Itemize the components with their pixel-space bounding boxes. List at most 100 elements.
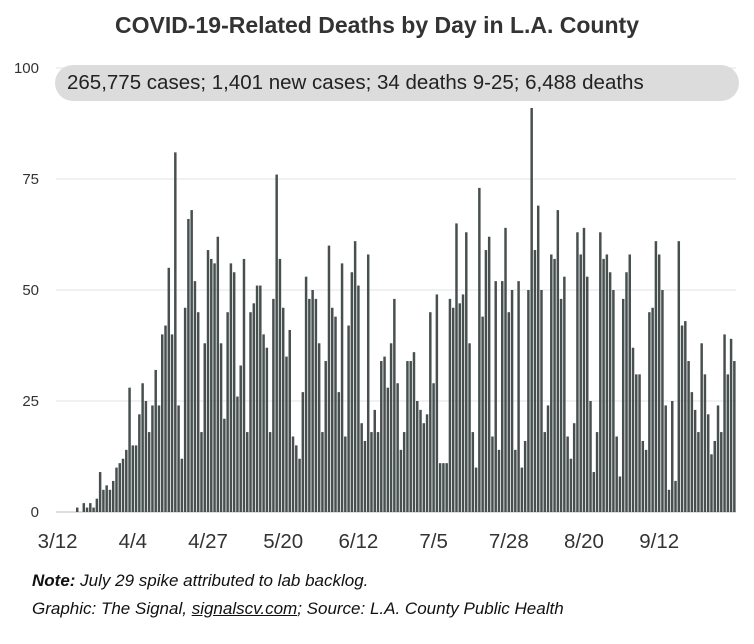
bar (628, 254, 631, 513)
x-axis-ticks: 3/12 4/4 4/27 5/20 6/12 7/5 7/28 8/20 9/12 (38, 530, 679, 553)
bar (563, 276, 566, 512)
credit-link[interactable]: signalscv.com (191, 599, 298, 618)
bar (134, 445, 138, 512)
bar (723, 334, 726, 512)
bar (386, 387, 390, 512)
bar (474, 467, 478, 512)
bar (370, 432, 373, 512)
bar (635, 374, 638, 512)
bar (298, 458, 301, 512)
x-tick-label: 7/28 (489, 530, 529, 553)
bar (327, 245, 331, 512)
bar (536, 205, 540, 512)
bar (687, 361, 690, 512)
bar (161, 334, 164, 512)
bar (95, 498, 99, 512)
bar (432, 383, 435, 512)
bar (138, 414, 141, 512)
bar (569, 458, 573, 512)
bar (268, 432, 272, 512)
bar (664, 405, 667, 512)
bar (429, 312, 432, 512)
bar (350, 272, 354, 512)
bar (226, 312, 229, 512)
bar (376, 432, 380, 512)
bar (118, 463, 121, 512)
bar (438, 463, 442, 512)
bar (468, 343, 471, 512)
bar (612, 290, 615, 512)
x-tick-label: 5/20 (263, 530, 303, 553)
bar (275, 174, 278, 512)
note-text: July 29 spike attributed to lab backlog. (75, 571, 369, 590)
y-axis-ticks: 0 25 50 75 100 (14, 60, 39, 521)
bar (246, 432, 249, 512)
bar (144, 401, 148, 512)
bar (618, 476, 622, 512)
bar (494, 281, 497, 512)
bar (291, 436, 295, 512)
bar (710, 454, 713, 512)
bar (360, 423, 363, 512)
bar (128, 387, 131, 512)
bar (210, 258, 213, 512)
bar (566, 436, 569, 512)
bar (572, 423, 576, 512)
bar (481, 316, 484, 512)
bar (543, 432, 546, 512)
bar (716, 405, 720, 512)
y-tick-label: 50 (22, 282, 39, 299)
bar (239, 365, 242, 512)
bar (484, 250, 488, 513)
bar (487, 236, 491, 512)
bar (164, 325, 167, 512)
bar (373, 409, 376, 512)
bar (661, 290, 664, 512)
bar (317, 343, 321, 512)
bar (504, 227, 507, 512)
bar (713, 440, 716, 512)
bar (259, 285, 262, 512)
y-tick-label: 75 (22, 171, 39, 188)
bar (651, 307, 654, 512)
bar (151, 405, 154, 512)
bar (295, 445, 298, 512)
bar (697, 432, 700, 512)
bar (203, 343, 206, 512)
bar (465, 232, 468, 512)
bar (331, 307, 334, 512)
bar (89, 503, 92, 512)
x-tick-label: 4/27 (188, 530, 228, 553)
bar (389, 343, 393, 512)
bar (680, 325, 684, 512)
bar (700, 343, 703, 512)
bar (380, 361, 383, 512)
bar (674, 480, 677, 512)
bar (347, 325, 350, 512)
bar (193, 281, 197, 512)
bar (236, 396, 239, 512)
credit-suffix: ; Source: L.A. County Public Health (297, 599, 564, 618)
bar (402, 432, 406, 512)
bar (527, 290, 530, 512)
bar (383, 356, 386, 512)
bar (608, 272, 612, 512)
bar (301, 392, 305, 512)
bar (183, 307, 187, 512)
bar (206, 250, 210, 513)
bar (111, 480, 115, 512)
bar (729, 338, 733, 512)
bar (497, 449, 501, 512)
bar (621, 298, 625, 512)
bar (416, 401, 419, 512)
bar (602, 258, 605, 512)
x-tick-label: 6/12 (338, 530, 378, 553)
bar (121, 458, 125, 512)
bar (249, 312, 252, 512)
bar (471, 432, 475, 512)
bar (412, 352, 416, 512)
bar (242, 258, 246, 512)
bar (510, 290, 514, 512)
bar (507, 312, 511, 512)
